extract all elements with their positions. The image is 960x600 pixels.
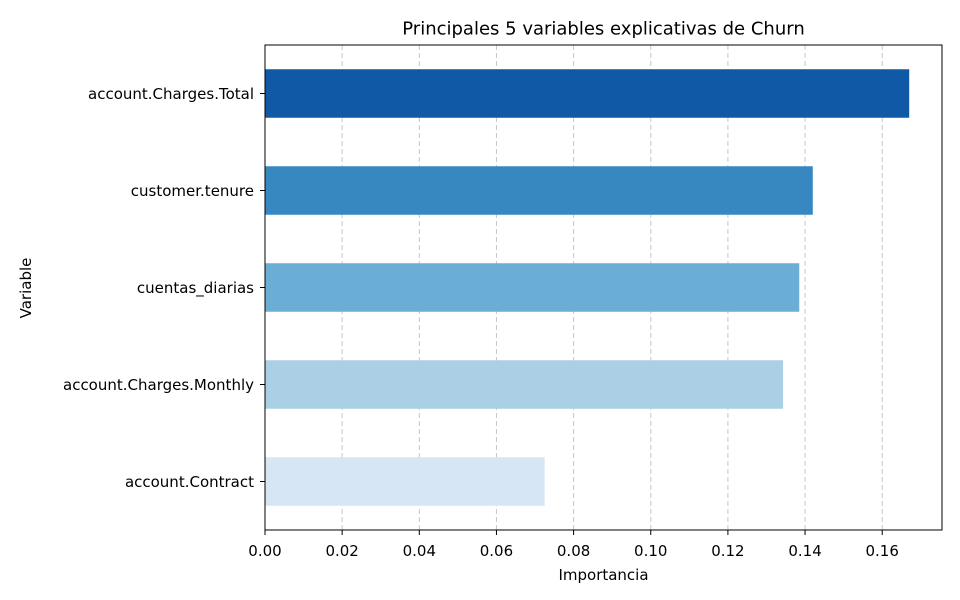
bar [265,263,800,312]
x-axis-label: Importancia [558,566,648,584]
y-tick-label: account.Charges.Monthly [63,376,254,394]
x-tick-label: 0.06 [480,542,513,560]
x-tick-label: 0.12 [711,542,744,560]
y-axis-label: Variable [17,258,35,319]
y-tick-label: account.Contract [125,473,254,491]
x-ticks: 0.00 0.02 0.04 0.06 0.08 0.10 0.12 0.14 0.16 [248,530,899,560]
x-tick-label: 0.02 [325,542,358,560]
x-tick-label: 0.04 [403,542,436,560]
y-ticks: account.Charges.Total customer.tenure cuen… [63,85,265,491]
bar [265,166,813,215]
y-tick-label: cuentas_diarias [137,279,254,298]
bar [265,69,910,118]
x-tick-label: 0.14 [788,542,821,560]
x-tick-label: 0.00 [248,542,281,560]
x-tick-label: 0.16 [866,542,899,560]
bar [265,360,784,409]
y-tick-label: account.Charges.Total [88,85,254,103]
chart-title: Principales 5 variables explicativas de … [402,19,804,40]
bar [265,457,545,506]
x-tick-label: 0.10 [634,542,667,560]
bars [265,69,910,506]
x-tick-label: 0.08 [557,542,590,560]
y-tick-label: customer.tenure [131,182,254,200]
